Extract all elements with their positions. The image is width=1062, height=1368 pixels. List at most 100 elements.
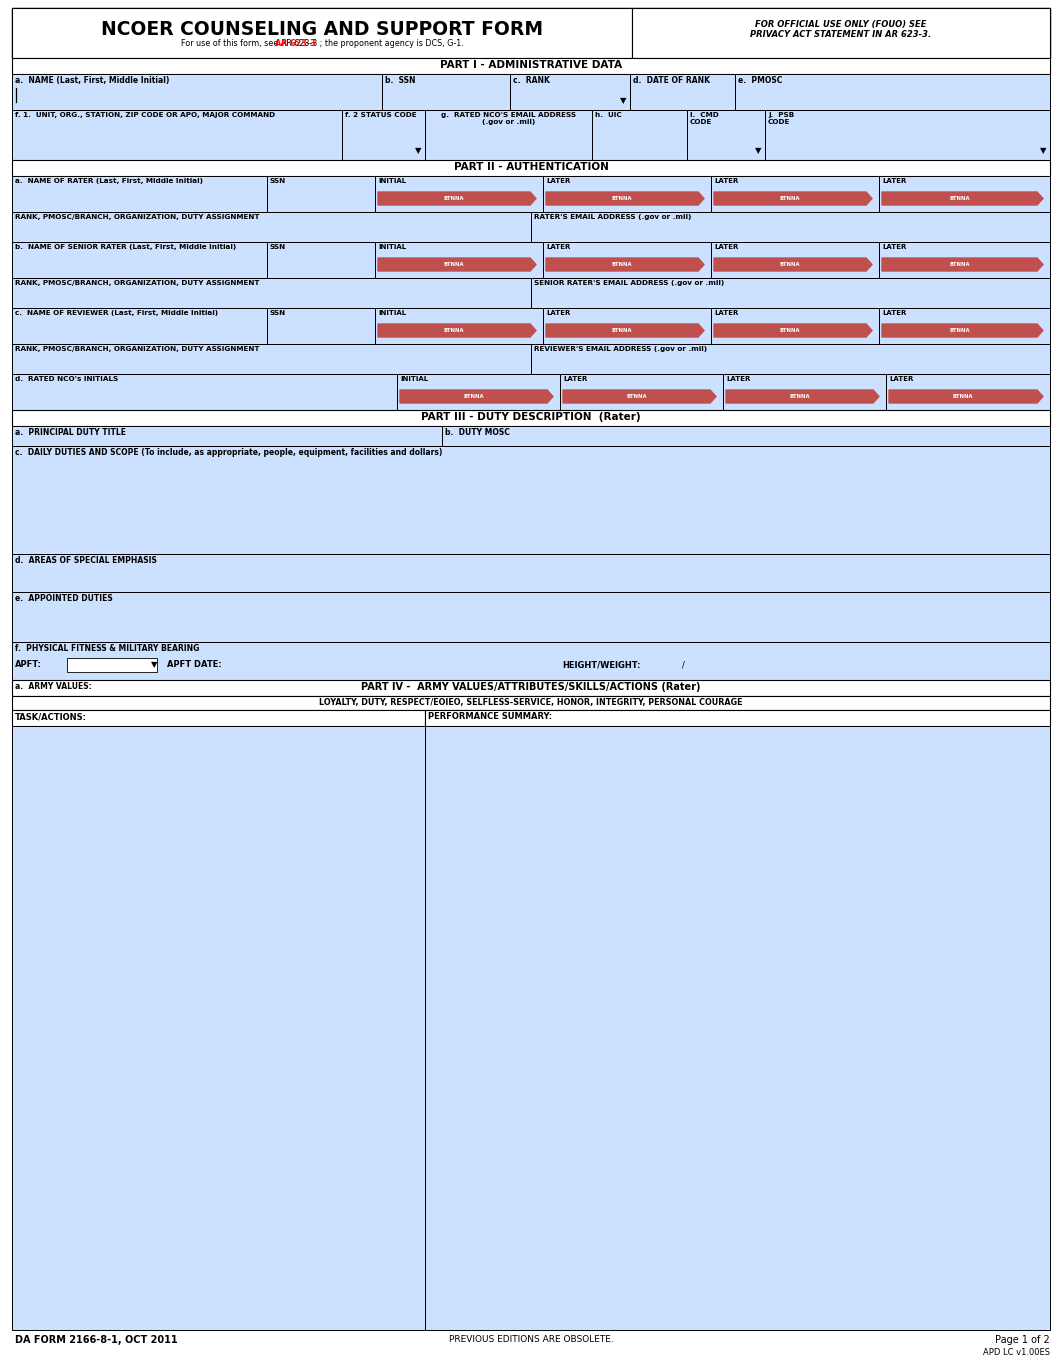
Bar (735, 74, 1050, 109)
Text: BTNNA: BTNNA (789, 394, 810, 399)
Bar (67, 658, 157, 672)
Bar (12, 176, 267, 212)
Bar (382, 74, 510, 109)
Text: PART IV -  ARMY VALUES/ATTRIBUTES/SKILLS/ACTIONS (Rater): PART IV - ARMY VALUES/ATTRIBUTES/SKILLS/… (361, 683, 701, 692)
Text: LATER: LATER (726, 376, 751, 382)
Text: LATER: LATER (889, 376, 913, 382)
Bar (12, 680, 1050, 696)
Text: RANK, PMOSC/BRANCH, ORGANIZATION, DUTY ASSIGNMENT: RANK, PMOSC/BRANCH, ORGANIZATION, DUTY A… (15, 346, 259, 352)
Text: PERFORMANCE SUMMARY:: PERFORMANCE SUMMARY: (428, 711, 552, 721)
Text: LATER: LATER (546, 244, 570, 250)
Bar (425, 710, 1050, 726)
Text: LOYALTY, DUTY, RESPECT/EOIEO, SELFLESS-SERVICE, HONOR, INTEGRITY, PERSONAL COURA: LOYALTY, DUTY, RESPECT/EOIEO, SELFLESS-S… (320, 698, 742, 707)
Text: BTNNA: BTNNA (627, 394, 647, 399)
Text: SSN: SSN (270, 178, 286, 185)
Bar (12, 642, 1050, 680)
Bar (710, 308, 879, 343)
Bar (12, 160, 1050, 176)
Text: a.  NAME (Last, First, Middle Initial): a. NAME (Last, First, Middle Initial) (15, 77, 169, 85)
Text: a.  ARMY VALUES:: a. ARMY VALUES: (15, 683, 91, 691)
Text: BTNNA: BTNNA (444, 196, 464, 201)
Bar (12, 278, 531, 308)
Bar (543, 308, 710, 343)
Bar (560, 373, 723, 410)
Text: LATER: LATER (546, 178, 570, 185)
Text: BTNNA: BTNNA (949, 196, 970, 201)
Bar (12, 343, 531, 373)
Bar (531, 212, 1050, 242)
Text: BTNNA: BTNNA (612, 328, 632, 332)
Text: LATER: LATER (546, 311, 570, 316)
Bar (12, 242, 267, 278)
Text: LATER: LATER (563, 376, 587, 382)
Text: PART II - AUTHENTICATION: PART II - AUTHENTICATION (453, 161, 609, 172)
Text: LATER: LATER (714, 178, 738, 185)
Text: SENIOR RATER'S EMAIL ADDRESS (.gov or .mil): SENIOR RATER'S EMAIL ADDRESS (.gov or .m… (534, 280, 724, 286)
Text: ▼: ▼ (1040, 146, 1046, 156)
Bar (342, 109, 425, 160)
Bar (425, 726, 1050, 1330)
Text: a.  PRINCIPAL DUTY TITLE: a. PRINCIPAL DUTY TITLE (15, 428, 126, 436)
Polygon shape (546, 259, 704, 271)
Polygon shape (378, 192, 536, 205)
Text: e.  APPOINTED DUTIES: e. APPOINTED DUTIES (15, 594, 113, 603)
Text: BTNNA: BTNNA (953, 394, 974, 399)
Text: d.  AREAS OF SPECIAL EMPHASIS: d. AREAS OF SPECIAL EMPHASIS (15, 555, 157, 565)
Bar (12, 8, 1050, 57)
Text: a.  NAME OF RATER (Last, First, Middle Initial): a. NAME OF RATER (Last, First, Middle In… (15, 178, 203, 185)
Text: REVIEWER'S EMAIL ADDRESS (.gov or .mil): REVIEWER'S EMAIL ADDRESS (.gov or .mil) (534, 346, 707, 352)
Text: BTNNA: BTNNA (780, 196, 801, 201)
Polygon shape (546, 324, 704, 337)
Text: b.  NAME OF SENIOR RATER (Last, First, Middle Initial): b. NAME OF SENIOR RATER (Last, First, Mi… (15, 244, 236, 250)
Text: BTNNA: BTNNA (463, 394, 484, 399)
Text: LATER: LATER (714, 311, 738, 316)
Polygon shape (400, 390, 553, 404)
Polygon shape (546, 192, 704, 205)
Polygon shape (889, 390, 1043, 404)
Bar (267, 242, 375, 278)
Text: f. 2 STATUS CODE: f. 2 STATUS CODE (345, 112, 416, 118)
Text: APD LC v1.00ES: APD LC v1.00ES (983, 1347, 1050, 1357)
Text: ▼: ▼ (415, 146, 422, 156)
Text: c.  DAILY DUTIES AND SCOPE (To include, as appropriate, people, equipment, facil: c. DAILY DUTIES AND SCOPE (To include, a… (15, 447, 443, 457)
Text: d.  RATED NCO's INITIALS: d. RATED NCO's INITIALS (15, 376, 118, 382)
Text: h.  UIC: h. UIC (595, 112, 621, 118)
Bar (879, 176, 1050, 212)
Text: BTNNA: BTNNA (612, 196, 632, 201)
Bar (267, 176, 375, 212)
Bar (531, 278, 1050, 308)
Text: RANK, PMOSC/BRANCH, ORGANIZATION, DUTY ASSIGNMENT: RANK, PMOSC/BRANCH, ORGANIZATION, DUTY A… (15, 213, 259, 220)
Bar (12, 109, 342, 160)
Text: c.  NAME OF REVIEWER (Last, First, Middle Initial): c. NAME OF REVIEWER (Last, First, Middle… (15, 311, 218, 316)
Text: g.  RATED NCO'S EMAIL ADDRESS
(.gov or .mil): g. RATED NCO'S EMAIL ADDRESS (.gov or .m… (441, 112, 576, 124)
Bar (12, 425, 442, 446)
Bar (879, 308, 1050, 343)
Text: PREVIOUS EDITIONS ARE OBSOLETE.: PREVIOUS EDITIONS ARE OBSOLETE. (448, 1335, 614, 1343)
Text: FOR OFFICIAL USE ONLY (FOUO) SEE
PRIVACY ACT STATEMENT IN AR 623-3.: FOR OFFICIAL USE ONLY (FOUO) SEE PRIVACY… (751, 21, 931, 40)
Text: BTNNA: BTNNA (444, 328, 464, 332)
Text: SSN: SSN (270, 244, 286, 250)
Bar (886, 373, 1050, 410)
Bar (12, 554, 1050, 592)
Bar (12, 308, 267, 343)
Bar (630, 74, 735, 109)
Text: LATER: LATER (714, 244, 738, 250)
Bar (510, 74, 630, 109)
Bar (12, 410, 1050, 425)
Bar (12, 726, 425, 1330)
Text: INITIAL: INITIAL (378, 311, 406, 316)
Bar (687, 109, 765, 160)
Bar (710, 242, 879, 278)
Text: i.  CMD
CODE: i. CMD CODE (690, 112, 719, 124)
Text: ▼: ▼ (620, 97, 627, 105)
Bar (442, 425, 1050, 446)
Bar (12, 592, 1050, 642)
Bar (765, 109, 1050, 160)
Text: TASK/ACTIONS:: TASK/ACTIONS: (15, 711, 87, 721)
Text: f. 1.  UNIT, ORG., STATION, ZIP CODE OR APO, MAJOR COMMAND: f. 1. UNIT, ORG., STATION, ZIP CODE OR A… (15, 112, 275, 118)
Text: INITIAL: INITIAL (378, 244, 406, 250)
Text: b.  DUTY MOSC: b. DUTY MOSC (445, 428, 510, 436)
Bar (425, 109, 592, 160)
Text: HEIGHT/WEIGHT:: HEIGHT/WEIGHT: (562, 659, 640, 669)
Bar (267, 308, 375, 343)
